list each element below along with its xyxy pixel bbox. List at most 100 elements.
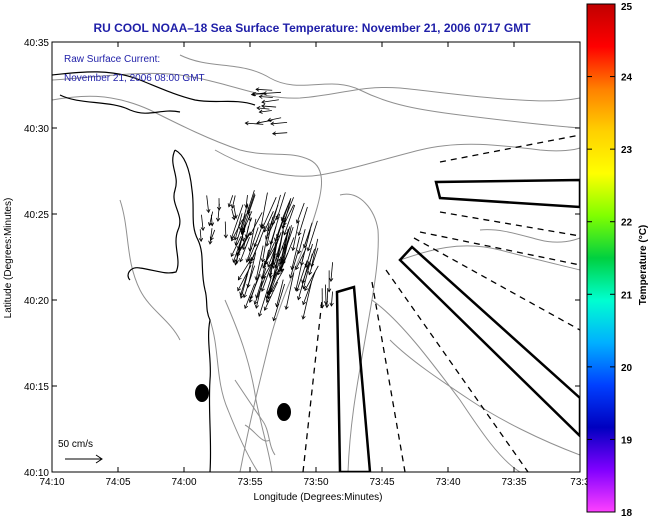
- current-vector: [329, 291, 334, 307]
- current-vector: [261, 99, 279, 104]
- current-vector: [284, 272, 295, 310]
- current-vector: [263, 281, 279, 311]
- x-tick-label: 73:45: [369, 477, 394, 488]
- current-vector: [255, 267, 267, 299]
- y-axis-label: Latitude (Degrees:Minutes): [3, 198, 14, 319]
- current-vector: [257, 277, 272, 317]
- y-tick-label: 40:20: [24, 296, 49, 307]
- current-vector: [248, 218, 257, 252]
- current-vector: [275, 279, 284, 308]
- current-vector: [261, 104, 277, 109]
- current-vector: [227, 195, 234, 208]
- map-content: [52, 54, 580, 472]
- x-tick-label: 73:55: [237, 477, 262, 488]
- x-tick-label: 73:3: [570, 477, 590, 488]
- current-vector: [283, 204, 296, 236]
- current-vector: [216, 203, 221, 222]
- shipping-lanes: [335, 178, 580, 472]
- x-tick-label: 73:35: [501, 477, 526, 488]
- current-vector: [230, 219, 243, 242]
- x-axis-ticks: 74:10 74:05 74:00 73:55 73:50 73:45 73:40 73:35…: [39, 42, 590, 488]
- current-vector: [234, 223, 246, 264]
- current-vector: [297, 229, 306, 255]
- current-vector: [208, 228, 213, 245]
- current-vector: [267, 232, 282, 268]
- current-vector: [230, 236, 242, 258]
- colorbar-tick-label: 21: [621, 290, 633, 301]
- current-vector: [282, 199, 291, 227]
- current-vector: [233, 213, 243, 241]
- coastline: [52, 71, 256, 472]
- colorbar-label: Temperature (°C): [638, 225, 649, 306]
- current-vector: [256, 106, 270, 111]
- current-vector: [266, 271, 278, 295]
- current-vector: [255, 87, 273, 92]
- current-vector: [320, 288, 325, 309]
- current-vector: [269, 213, 281, 245]
- current-vector: [265, 216, 274, 247]
- current-vector: [223, 221, 228, 239]
- current-vector: [276, 203, 290, 239]
- current-vector: [206, 195, 211, 214]
- current-vector: [279, 230, 291, 270]
- current-vector: [244, 195, 249, 209]
- current-vector: [239, 203, 248, 231]
- y-axis-ticks: 40:35 40:30 40:25 40:20 40:15 40:10: [24, 38, 580, 479]
- x-tick-label: 74:05: [105, 477, 130, 488]
- x-tick-label: 73:50: [303, 477, 328, 488]
- current-vector: [258, 109, 272, 114]
- bathymetry-contours: [52, 54, 580, 472]
- y-tick-label: 40:25: [24, 210, 49, 221]
- current-vector: [242, 265, 255, 299]
- colorbar-tick-label: 24: [621, 73, 633, 84]
- y-tick-label: 40:15: [24, 382, 49, 393]
- x-tick-label: 73:40: [435, 477, 460, 488]
- colorbar-tick-label: 23: [621, 145, 633, 156]
- y-tick-label: 40:30: [24, 124, 49, 135]
- colorbar-tick-label: 20: [621, 363, 633, 374]
- shipping-lane-dashed-boundaries: [302, 134, 580, 472]
- current-vector: [207, 211, 214, 227]
- current-vector: [323, 284, 329, 306]
- y-tick-label: 40:35: [24, 38, 49, 49]
- current-vector: [267, 117, 282, 123]
- current-vector: [270, 121, 288, 126]
- colorbar-tick-label: 22: [621, 218, 633, 229]
- y-tick-label: 40:10: [24, 468, 49, 479]
- current-vector: [254, 280, 263, 309]
- current-vector: [237, 258, 252, 281]
- current-vector: [302, 271, 316, 306]
- station-marker: [195, 384, 209, 402]
- current-vector: [254, 245, 264, 281]
- current-vector: [260, 249, 269, 280]
- x-tick-label: 74:10: [39, 477, 64, 488]
- current-vector: [244, 226, 249, 239]
- current-vector: [250, 226, 266, 262]
- colorbar-tick-label: 25: [621, 2, 633, 13]
- current-vectors: [198, 87, 334, 322]
- current-vector: [262, 256, 276, 279]
- map-title: RU COOL NOAA–18 Sea Surface Temperature:…: [93, 21, 531, 35]
- current-vector: [198, 229, 204, 243]
- current-vector: [239, 258, 253, 299]
- current-vector: [288, 250, 299, 279]
- current-vector: [281, 226, 291, 251]
- current-vector: [326, 270, 332, 293]
- current-vector: [200, 214, 205, 232]
- current-vector: [308, 247, 319, 276]
- station-marker: [277, 403, 291, 421]
- current-vector: [239, 237, 250, 263]
- map-plot-area: [52, 42, 580, 472]
- current-vector: [258, 94, 273, 99]
- current-vector: [290, 236, 300, 271]
- current-vector: [324, 288, 330, 309]
- current-vector: [265, 213, 279, 240]
- current-vector: [244, 121, 264, 126]
- current-vector: [249, 212, 263, 236]
- current-label: Raw Surface Current:: [64, 54, 160, 65]
- x-axis-label: Longitude (Degrees:Minutes): [254, 492, 383, 503]
- current-vector: [297, 206, 308, 237]
- current-vector: [299, 229, 311, 266]
- current-timestamp: November 21, 2006 08:00 GMT: [64, 73, 205, 84]
